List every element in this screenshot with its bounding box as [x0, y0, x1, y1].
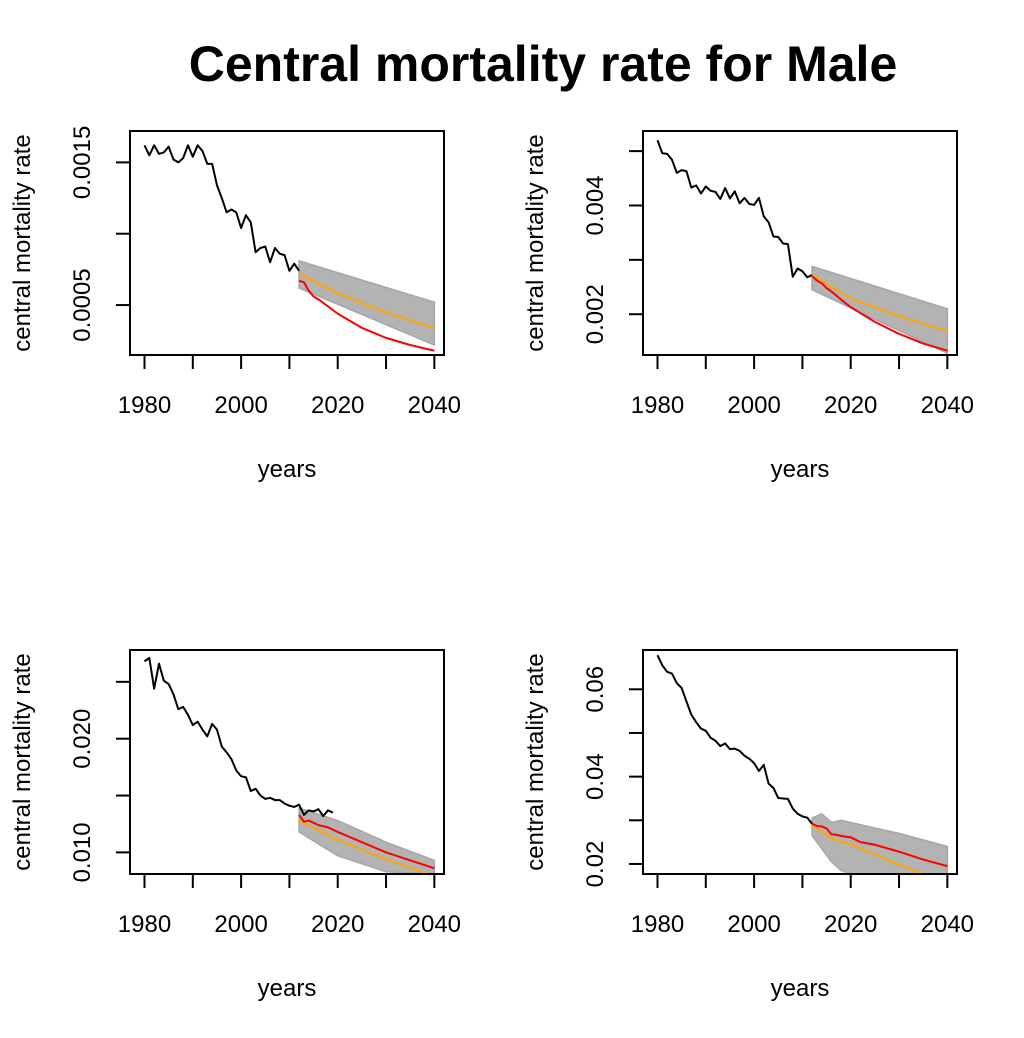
x-tick-label-3: 2020	[311, 911, 364, 938]
plot-area-3	[143, 656, 436, 874]
x-tick-label-2: 2040	[921, 392, 974, 419]
x-tick-label-1: 2020	[311, 392, 364, 419]
y-axis-label-2: central mortality rate	[522, 134, 549, 351]
observed-line-4	[656, 654, 813, 825]
prediction-band-1	[298, 259, 436, 347]
x-tick-label-4: 1980	[631, 911, 684, 938]
x-axis-label-1: years	[258, 456, 317, 483]
x-axis-label-3: years	[258, 975, 317, 1002]
forecast-line-1	[298, 279, 435, 352]
x-tick-label-4: 2040	[921, 911, 974, 938]
x-tick-label-1: 2040	[408, 392, 461, 419]
plot-area-1	[143, 144, 436, 352]
observed-line-2	[656, 139, 813, 279]
y-tick-label-1: 0.0005	[69, 268, 96, 341]
x-axis-2: 1980 2000 2020 2040 years	[631, 354, 974, 483]
y-axis-label-1: central mortality rate	[9, 134, 36, 351]
observed-line-1	[143, 144, 300, 272]
x-tick-label-3: 2000	[214, 911, 267, 938]
figure-title: Central mortality rate for Male	[189, 36, 898, 92]
x-axis-label-4: years	[771, 975, 830, 1002]
y-axis-1: 0.0005 0.0015 central mortality rate	[9, 126, 131, 352]
prediction-band-3	[298, 807, 436, 874]
median-forecast-line-3	[298, 819, 431, 874]
x-tick-label-3: 2040	[408, 911, 461, 938]
forecast-line-3	[298, 814, 435, 870]
y-axis-4: 0.02 0.04 0.06 central mortality rate	[522, 653, 644, 888]
median-forecast-line-1	[298, 272, 435, 329]
x-axis-4: 1980 2000 2020 2040 years	[631, 873, 974, 1002]
x-axis-label-2: years	[771, 456, 830, 483]
x-tick-label-2: 2020	[824, 392, 877, 419]
y-tick-label-4: 0.06	[582, 666, 609, 713]
y-tick-label-4: 0.02	[582, 841, 609, 888]
x-tick-label-2: 1980	[631, 392, 684, 419]
plot-area-2	[656, 139, 949, 355]
y-axis-label-3: central mortality rate	[9, 653, 36, 870]
forecast-line-4	[811, 822, 948, 868]
y-axis-3: 0.010 0.020 central mortality rate	[9, 653, 131, 882]
panel-1: 1980 2000 2020 2040 years 0.0005 0.0015 central…	[9, 126, 461, 483]
panel-3: 1980 2000 2020 2040 years 0.010 0.020 central m…	[9, 649, 461, 1002]
median-forecast-line-2	[811, 274, 948, 333]
observed-line-3	[143, 656, 334, 818]
x-tick-label-4: 2020	[824, 911, 877, 938]
y-tick-label-4: 0.04	[582, 753, 609, 800]
x-axis-1: 1980 2000 2020 2040 years	[118, 354, 461, 483]
y-tick-label-2: 0.004	[582, 175, 609, 235]
y-axis-label-4: central mortality rate	[522, 653, 549, 870]
y-axis-2: 0.002 0.004 central mortality rate	[522, 134, 644, 352]
median-forecast-line-4	[811, 824, 924, 874]
x-tick-label-3: 1980	[118, 911, 171, 938]
y-tick-label-3: 0.010	[69, 822, 96, 882]
panels: 1980 2000 2020 2040 years 0.0005 0.0015 central…	[9, 126, 974, 1002]
x-tick-label-1: 1980	[118, 392, 171, 419]
y-tick-label-1: 0.0015	[69, 126, 96, 199]
y-tick-label-2: 0.002	[582, 284, 609, 344]
x-axis-3: 1980 2000 2020 2040 years	[118, 873, 461, 1002]
plot-frame-3	[129, 649, 445, 875]
x-tick-label-4: 2000	[727, 911, 780, 938]
y-tick-label-3: 0.020	[69, 709, 96, 769]
x-tick-label-2: 2000	[727, 392, 780, 419]
panel-4: 1980 2000 2020 2040 years 0.02 0.04 0.06 central…	[522, 649, 974, 1002]
plot-area-4	[656, 654, 949, 874]
x-tick-label-1: 2000	[214, 392, 267, 419]
prediction-band-4	[811, 812, 949, 874]
panel-2: 1980 2000 2020 2040 years 0.002 0.004 central m…	[522, 130, 974, 483]
forecast-line-2	[811, 275, 948, 352]
